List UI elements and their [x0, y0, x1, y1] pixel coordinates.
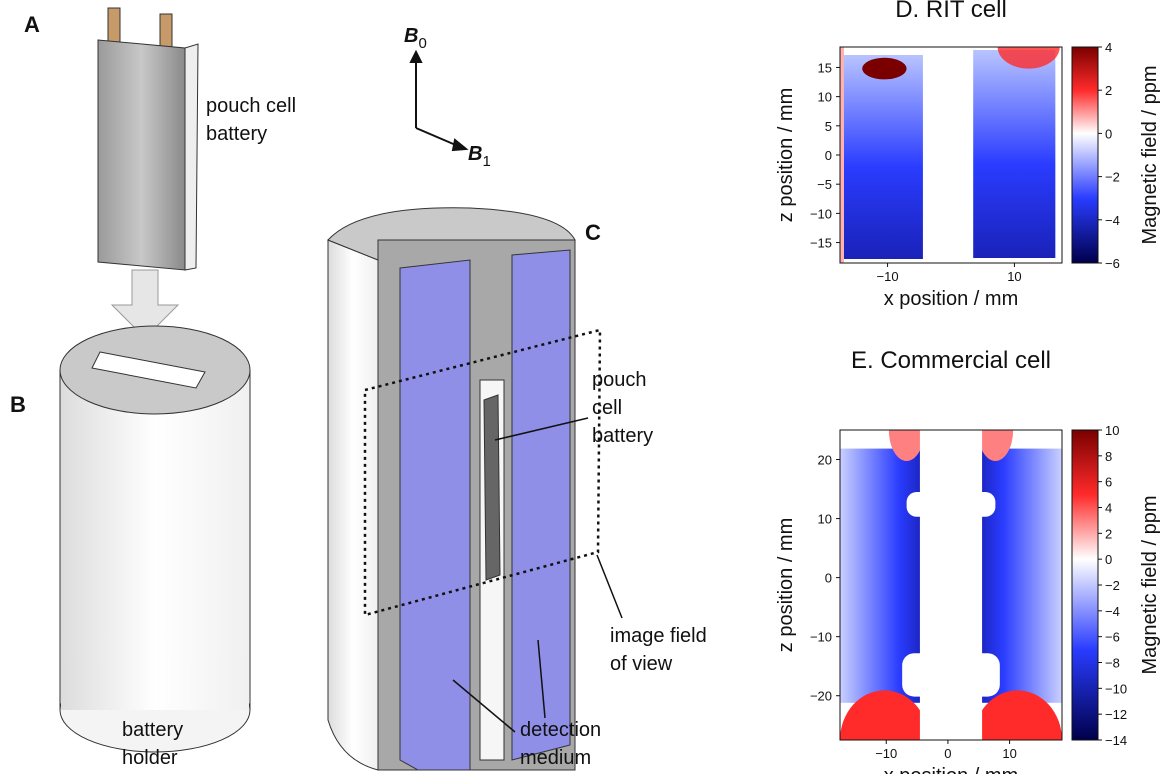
- field-map: [840, 399, 1062, 774]
- y-tick-label: 20: [818, 453, 832, 468]
- colorbar-label: Magnetic field / ppm: [1139, 66, 1161, 245]
- y-tick-label: 10: [818, 512, 832, 527]
- colorbar-tick-label: −12: [1105, 707, 1127, 722]
- cutaway-holder: [328, 208, 622, 770]
- label: detection: [520, 719, 601, 741]
- colorbar-tick-label: −6: [1105, 256, 1120, 271]
- colorbar-tick-label: −14: [1105, 733, 1127, 748]
- field-region: [973, 50, 1055, 258]
- b1-sub: 1: [482, 153, 490, 170]
- figure: B0 B1 A B C pouch cell battery battery h…: [0, 0, 1170, 774]
- colorbar-tick-label: 2: [1105, 526, 1112, 541]
- field-region: [843, 55, 923, 259]
- x-tick-label: −10: [875, 746, 897, 761]
- label: pouch cell: [206, 95, 296, 117]
- colorbar-tick-label: −2: [1105, 170, 1120, 185]
- colorbar-tick-label: 4: [1105, 501, 1112, 516]
- colorbar-tick-label: 0: [1105, 126, 1112, 141]
- chart-title: E. Commercial cell: [851, 347, 1051, 374]
- panel-label: B: [10, 392, 26, 417]
- y-tick-label: 5: [825, 119, 832, 134]
- b0-label: B0: [404, 25, 427, 52]
- colorbar-tick-label: −2: [1105, 578, 1120, 593]
- colorbar-tick-label: −4: [1105, 604, 1120, 619]
- field-region: [840, 47, 844, 263]
- x-tick-label: 10: [1007, 269, 1021, 284]
- x-axis-label: x position / mm: [884, 288, 1018, 310]
- chart-title: D. RIT cell: [895, 0, 1007, 23]
- label: battery: [122, 719, 183, 741]
- y-axis-label: z position / mm: [775, 518, 797, 652]
- x-axis-label: x position / mm: [884, 765, 1018, 774]
- y-tick-label: 0: [825, 148, 832, 163]
- label: battery: [592, 425, 653, 447]
- colorbar: [1072, 47, 1098, 263]
- colorbar-tick-label: 8: [1105, 449, 1112, 464]
- b1: B: [468, 143, 482, 165]
- label: battery: [206, 123, 267, 145]
- y-tick-label: −5: [817, 177, 832, 192]
- colorbar-tick-label: 4: [1105, 40, 1112, 55]
- x-tick-label: −10: [877, 269, 899, 284]
- b0-sub: 0: [418, 35, 426, 52]
- field-region: [862, 58, 906, 80]
- label: image field: [610, 625, 707, 647]
- label: medium: [520, 747, 591, 769]
- field-region: [907, 492, 996, 517]
- panel-label: C: [585, 220, 601, 245]
- colorbar: [1072, 430, 1098, 740]
- y-axis-label: z position / mm: [775, 88, 797, 222]
- colorbar-tick-label: 2: [1105, 83, 1112, 98]
- y-tick-label: −10: [810, 206, 832, 221]
- field-map: [840, 25, 1062, 263]
- label: holder: [122, 747, 178, 769]
- label: pouch: [592, 369, 647, 391]
- y-tick-label: 15: [818, 60, 832, 75]
- b1-label: B1: [468, 143, 491, 170]
- colorbar-tick-label: −6: [1105, 630, 1120, 645]
- panel-label: A: [24, 12, 40, 37]
- y-tick-label: 0: [825, 571, 832, 586]
- colorbar-tick-label: 0: [1105, 552, 1112, 567]
- colorbar-tick-label: 10: [1105, 423, 1119, 438]
- colorbar-tick-label: −4: [1105, 213, 1120, 228]
- battery-holder: [60, 326, 250, 752]
- pouch-cell: [98, 8, 198, 270]
- y-tick-label: −20: [810, 689, 832, 704]
- colorbar-tick-label: 6: [1105, 475, 1112, 490]
- label: of view: [610, 653, 673, 675]
- y-tick-label: 10: [818, 90, 832, 105]
- colorbar-tick-label: −10: [1105, 681, 1127, 696]
- colorbar-label: Magnetic field / ppm: [1139, 496, 1161, 675]
- x-tick-label: 0: [944, 746, 951, 761]
- field-axes: [411, 52, 466, 150]
- y-tick-label: −15: [810, 236, 832, 251]
- b0: B: [404, 25, 418, 47]
- label: cell: [592, 397, 622, 419]
- field-region: [902, 653, 1000, 696]
- x-tick-label: 10: [1002, 746, 1016, 761]
- colorbar-tick-label: −8: [1105, 656, 1120, 671]
- y-tick-label: −10: [810, 630, 832, 645]
